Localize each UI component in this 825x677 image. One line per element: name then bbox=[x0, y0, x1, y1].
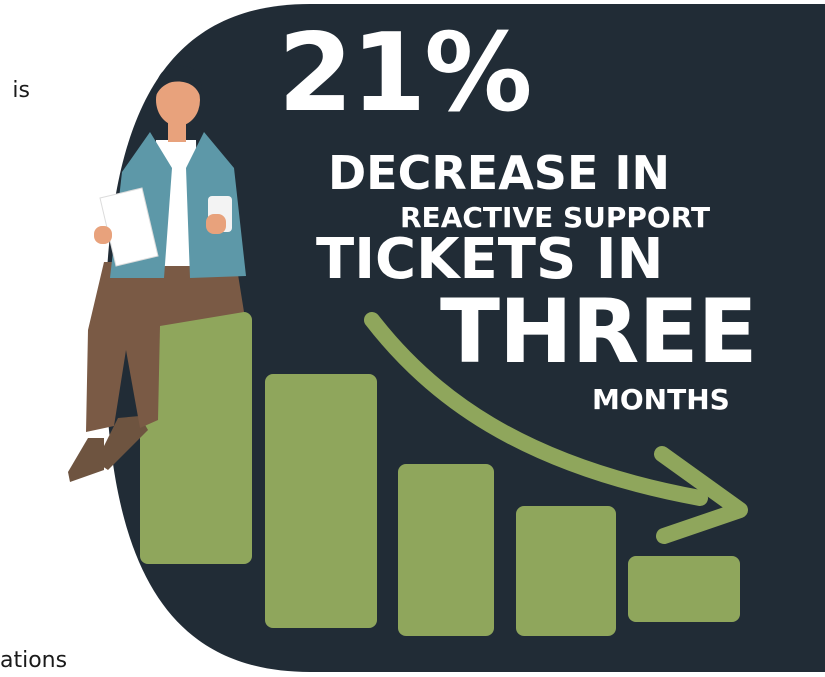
trousers bbox=[86, 262, 244, 432]
downward-curved-arrow-icon bbox=[364, 312, 748, 544]
bar-2 bbox=[265, 374, 377, 628]
hand-left bbox=[94, 226, 112, 244]
bar-3 bbox=[398, 464, 494, 636]
headline-line-1: DECREASE IN bbox=[328, 146, 670, 200]
headline-line-4: THREE bbox=[440, 280, 758, 383]
shoe-left bbox=[68, 438, 104, 482]
hand-right bbox=[206, 214, 226, 234]
headline-line-5: MONTHS bbox=[592, 383, 730, 416]
shoe-right bbox=[96, 416, 148, 470]
businessman-sitting-illustration bbox=[68, 65, 246, 482]
hair bbox=[155, 65, 202, 96]
headline-line-3: TICKETS IN bbox=[316, 227, 664, 292]
headline-percent: 21% bbox=[278, 11, 533, 136]
bar-1 bbox=[140, 312, 252, 564]
text-fragment-bottom: ations bbox=[0, 648, 68, 673]
headline-line-2: REACTIVE SUPPORT bbox=[400, 201, 711, 234]
bar-5 bbox=[628, 556, 740, 622]
document bbox=[99, 187, 159, 267]
head bbox=[156, 74, 200, 126]
bar-4 bbox=[516, 506, 616, 636]
text-fragment-top: is bbox=[12, 78, 30, 103]
